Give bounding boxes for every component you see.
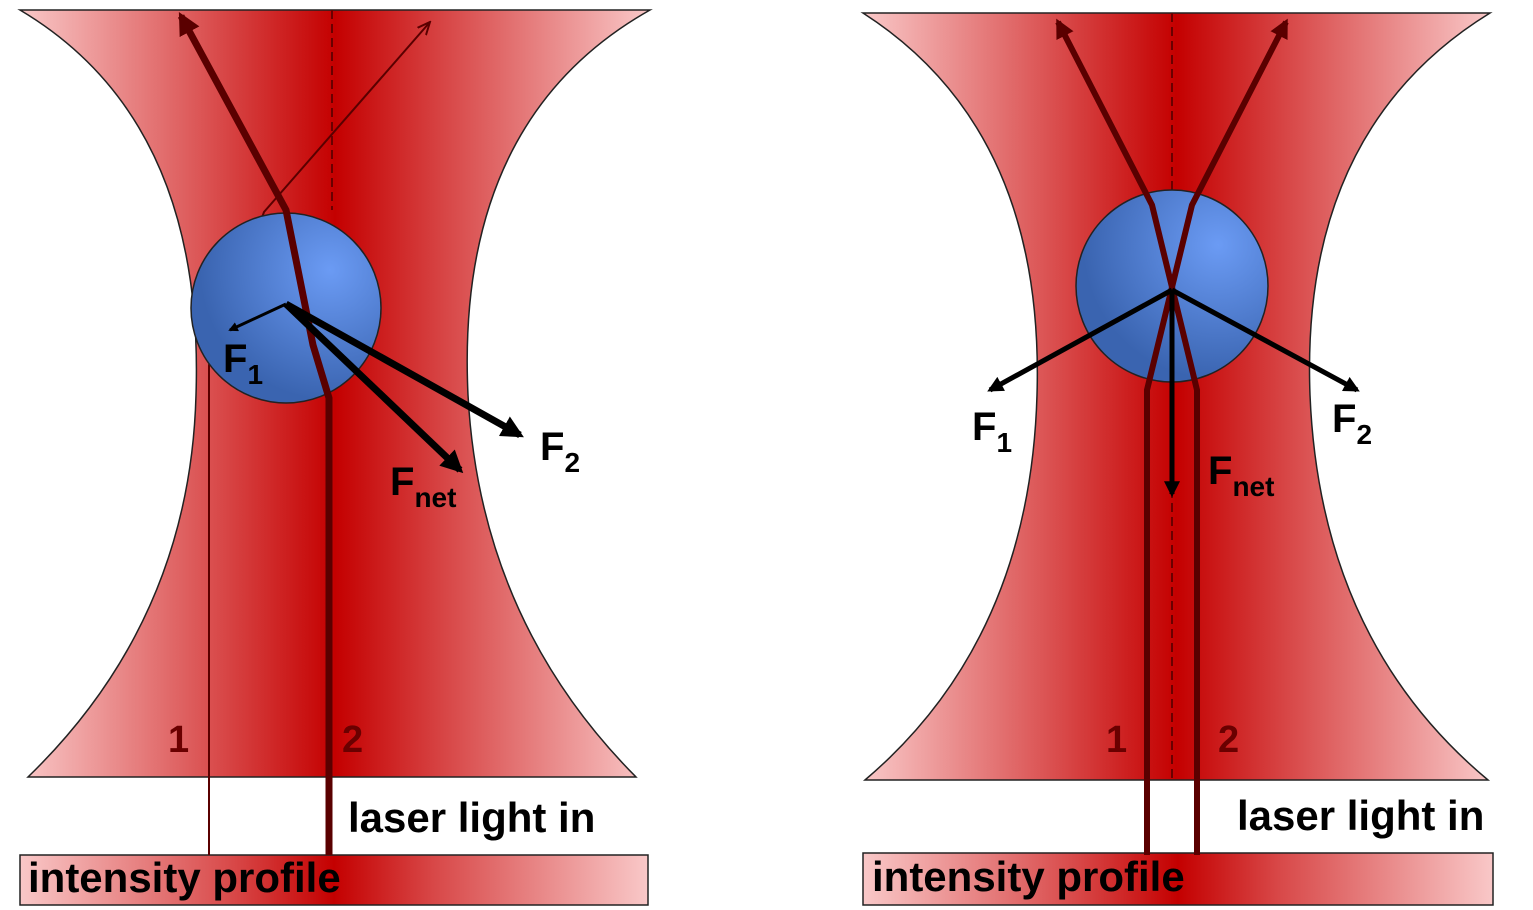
laser-light-in-label: laser light in xyxy=(348,794,595,841)
laser-beam-waist xyxy=(17,9,653,778)
intensity-profile-bar xyxy=(862,852,1494,906)
force-arrow-f2 xyxy=(1170,287,1360,393)
force-label-f1: F1 xyxy=(223,337,263,390)
laser-light-in-label: laser light in xyxy=(1237,792,1484,839)
panel-on-axis: F1 F2 Fnet 1 2 laser light in intensity … xyxy=(860,12,1494,906)
force-arrow-f2 xyxy=(284,300,524,439)
ray-number-2: 2 xyxy=(342,719,363,761)
force-label-f2: F2 xyxy=(540,425,580,478)
force-label-fnet: Fnet xyxy=(390,460,456,513)
force-label-f2: F2 xyxy=(1332,397,1372,450)
ray-number-2: 2 xyxy=(1218,719,1239,761)
laser-beam-waist xyxy=(860,12,1493,781)
force-arrow-f1 xyxy=(987,287,1174,393)
intensity-profile-label: intensity profile xyxy=(872,853,1185,900)
intensity-profile-label: intensity profile xyxy=(28,854,341,901)
ray-number-1: 1 xyxy=(168,719,189,761)
intensity-profile-bar xyxy=(19,854,649,906)
force-arrow-f1 xyxy=(228,302,287,332)
force-arrow-fnet xyxy=(283,301,464,474)
ray-number-1: 1 xyxy=(1106,719,1127,761)
force-label-f1: F1 xyxy=(972,405,1012,458)
force-label-fnet: Fnet xyxy=(1208,449,1274,502)
panel-off-axis: F1 F2 Fnet 1 2 laser light in intensity … xyxy=(17,9,653,906)
ray-2 xyxy=(177,12,333,855)
